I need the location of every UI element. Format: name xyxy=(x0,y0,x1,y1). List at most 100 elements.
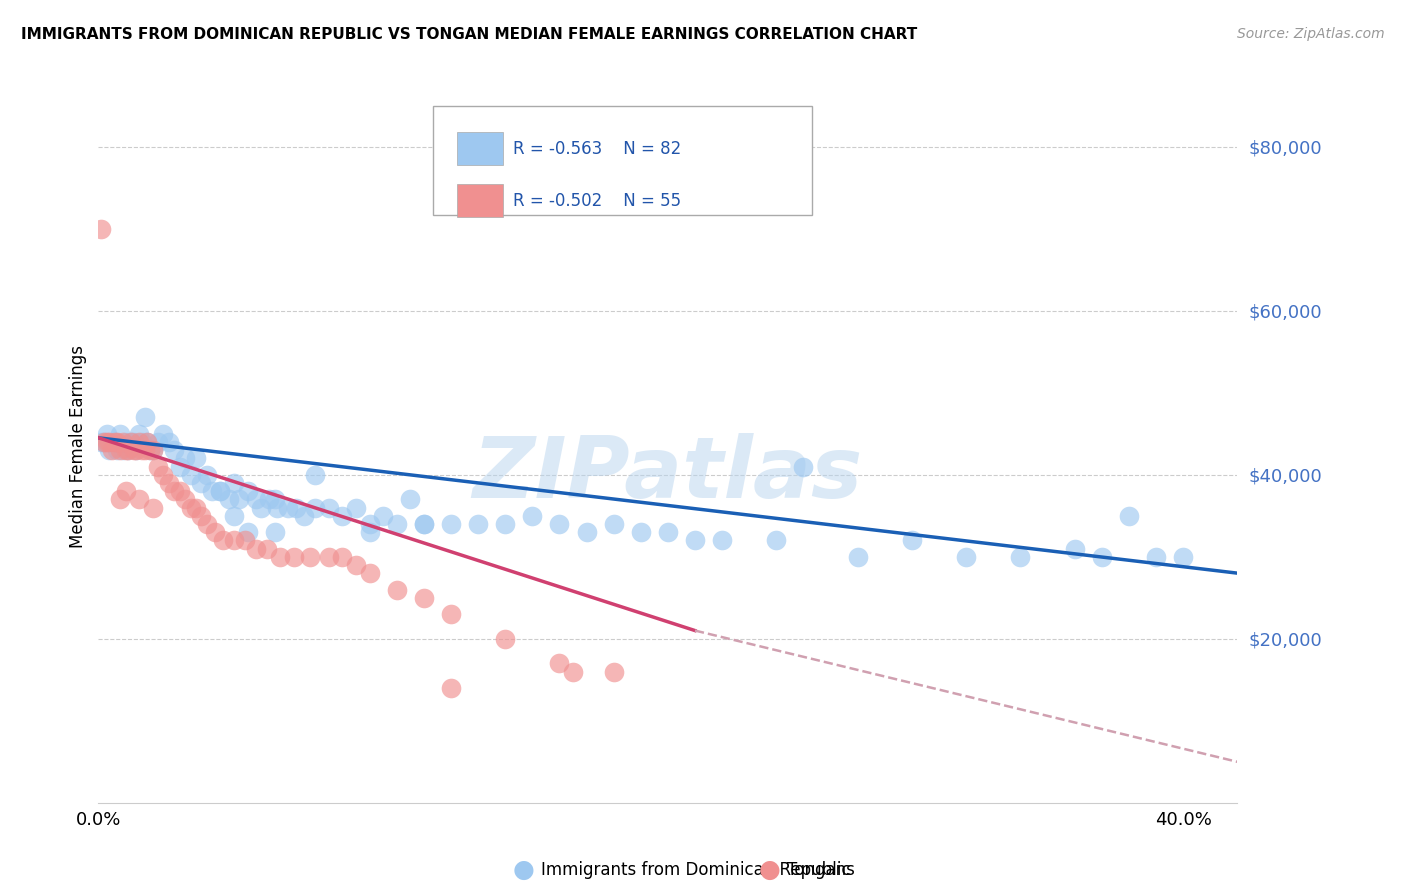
Point xyxy=(190,475,212,490)
Point xyxy=(250,500,273,515)
Point xyxy=(1091,549,1114,564)
Point xyxy=(104,434,127,449)
Point xyxy=(263,525,285,540)
Point xyxy=(494,632,516,646)
Point xyxy=(209,484,232,499)
Point xyxy=(157,434,180,449)
Point xyxy=(332,508,354,523)
Point xyxy=(233,533,256,548)
Point xyxy=(108,443,131,458)
Point xyxy=(344,500,367,515)
Text: Source: ZipAtlas.com: Source: ZipAtlas.com xyxy=(1237,27,1385,41)
Point xyxy=(548,657,571,671)
Point xyxy=(180,467,202,482)
Point xyxy=(96,426,118,441)
Point xyxy=(259,492,281,507)
Point xyxy=(107,443,129,458)
Point xyxy=(114,443,136,458)
Point xyxy=(195,467,218,482)
Point xyxy=(1144,549,1167,564)
Point xyxy=(90,434,112,449)
Point xyxy=(683,533,706,548)
Text: R = -0.563    N = 82: R = -0.563 N = 82 xyxy=(513,139,682,158)
Point xyxy=(412,516,434,531)
Point xyxy=(1063,541,1085,556)
Point xyxy=(157,475,180,490)
Point xyxy=(955,549,977,564)
Point xyxy=(522,508,544,523)
Point xyxy=(285,500,308,515)
Point xyxy=(201,484,224,499)
Point xyxy=(204,525,226,540)
Point xyxy=(494,516,516,531)
Point xyxy=(266,500,288,515)
Point xyxy=(792,459,814,474)
Point xyxy=(93,434,115,449)
Y-axis label: Median Female Earnings: Median Female Earnings xyxy=(69,344,87,548)
Text: ●: ● xyxy=(512,858,534,881)
Point xyxy=(128,426,150,441)
Point xyxy=(142,443,165,458)
Point xyxy=(602,516,624,531)
Point xyxy=(163,443,186,458)
Point xyxy=(90,221,112,235)
Point xyxy=(846,549,869,564)
Text: Immigrants from Dominican Republic: Immigrants from Dominican Republic xyxy=(541,861,851,879)
Point xyxy=(136,434,159,449)
Point xyxy=(318,500,340,515)
Point xyxy=(195,516,218,531)
Point xyxy=(128,492,150,507)
Point xyxy=(236,525,259,540)
Point xyxy=(218,492,240,507)
Text: IMMIGRANTS FROM DOMINICAN REPUBLIC VS TONGAN MEDIAN FEMALE EARNINGS CORRELATION : IMMIGRANTS FROM DOMINICAN REPUBLIC VS TO… xyxy=(21,27,917,42)
Point xyxy=(1010,549,1032,564)
Point xyxy=(412,516,434,531)
Point xyxy=(630,525,652,540)
Point xyxy=(122,443,145,458)
Point xyxy=(283,549,305,564)
Point xyxy=(128,434,150,449)
Point xyxy=(575,525,598,540)
Point xyxy=(256,541,278,556)
Point xyxy=(114,434,136,449)
Point xyxy=(163,484,186,499)
Point xyxy=(184,500,207,515)
Point xyxy=(146,459,169,474)
Point xyxy=(108,426,131,441)
Point xyxy=(332,549,354,564)
Point xyxy=(602,665,624,679)
Point xyxy=(657,525,679,540)
Point xyxy=(117,443,139,458)
Point xyxy=(344,558,367,572)
Point xyxy=(1171,549,1194,564)
Point xyxy=(765,533,787,548)
Point xyxy=(245,541,267,556)
Point xyxy=(294,508,316,523)
Point xyxy=(304,500,326,515)
Point xyxy=(304,467,326,482)
Point xyxy=(125,443,148,458)
Point xyxy=(222,533,245,548)
Point xyxy=(101,434,124,449)
Point xyxy=(169,459,191,474)
Point xyxy=(209,484,232,499)
Point xyxy=(108,492,131,507)
Point xyxy=(359,566,381,581)
Point xyxy=(134,410,156,425)
Point xyxy=(298,549,321,564)
Point xyxy=(228,492,250,507)
Point xyxy=(359,516,381,531)
Point xyxy=(212,533,235,548)
Point xyxy=(269,549,291,564)
Point xyxy=(131,434,153,449)
Point xyxy=(174,451,197,466)
Point xyxy=(107,434,129,449)
Point xyxy=(101,443,124,458)
Point xyxy=(169,484,191,499)
Point xyxy=(399,492,422,507)
Point xyxy=(120,434,142,449)
Point xyxy=(277,500,299,515)
Point xyxy=(222,508,245,523)
Point xyxy=(371,508,394,523)
Point xyxy=(180,500,202,515)
